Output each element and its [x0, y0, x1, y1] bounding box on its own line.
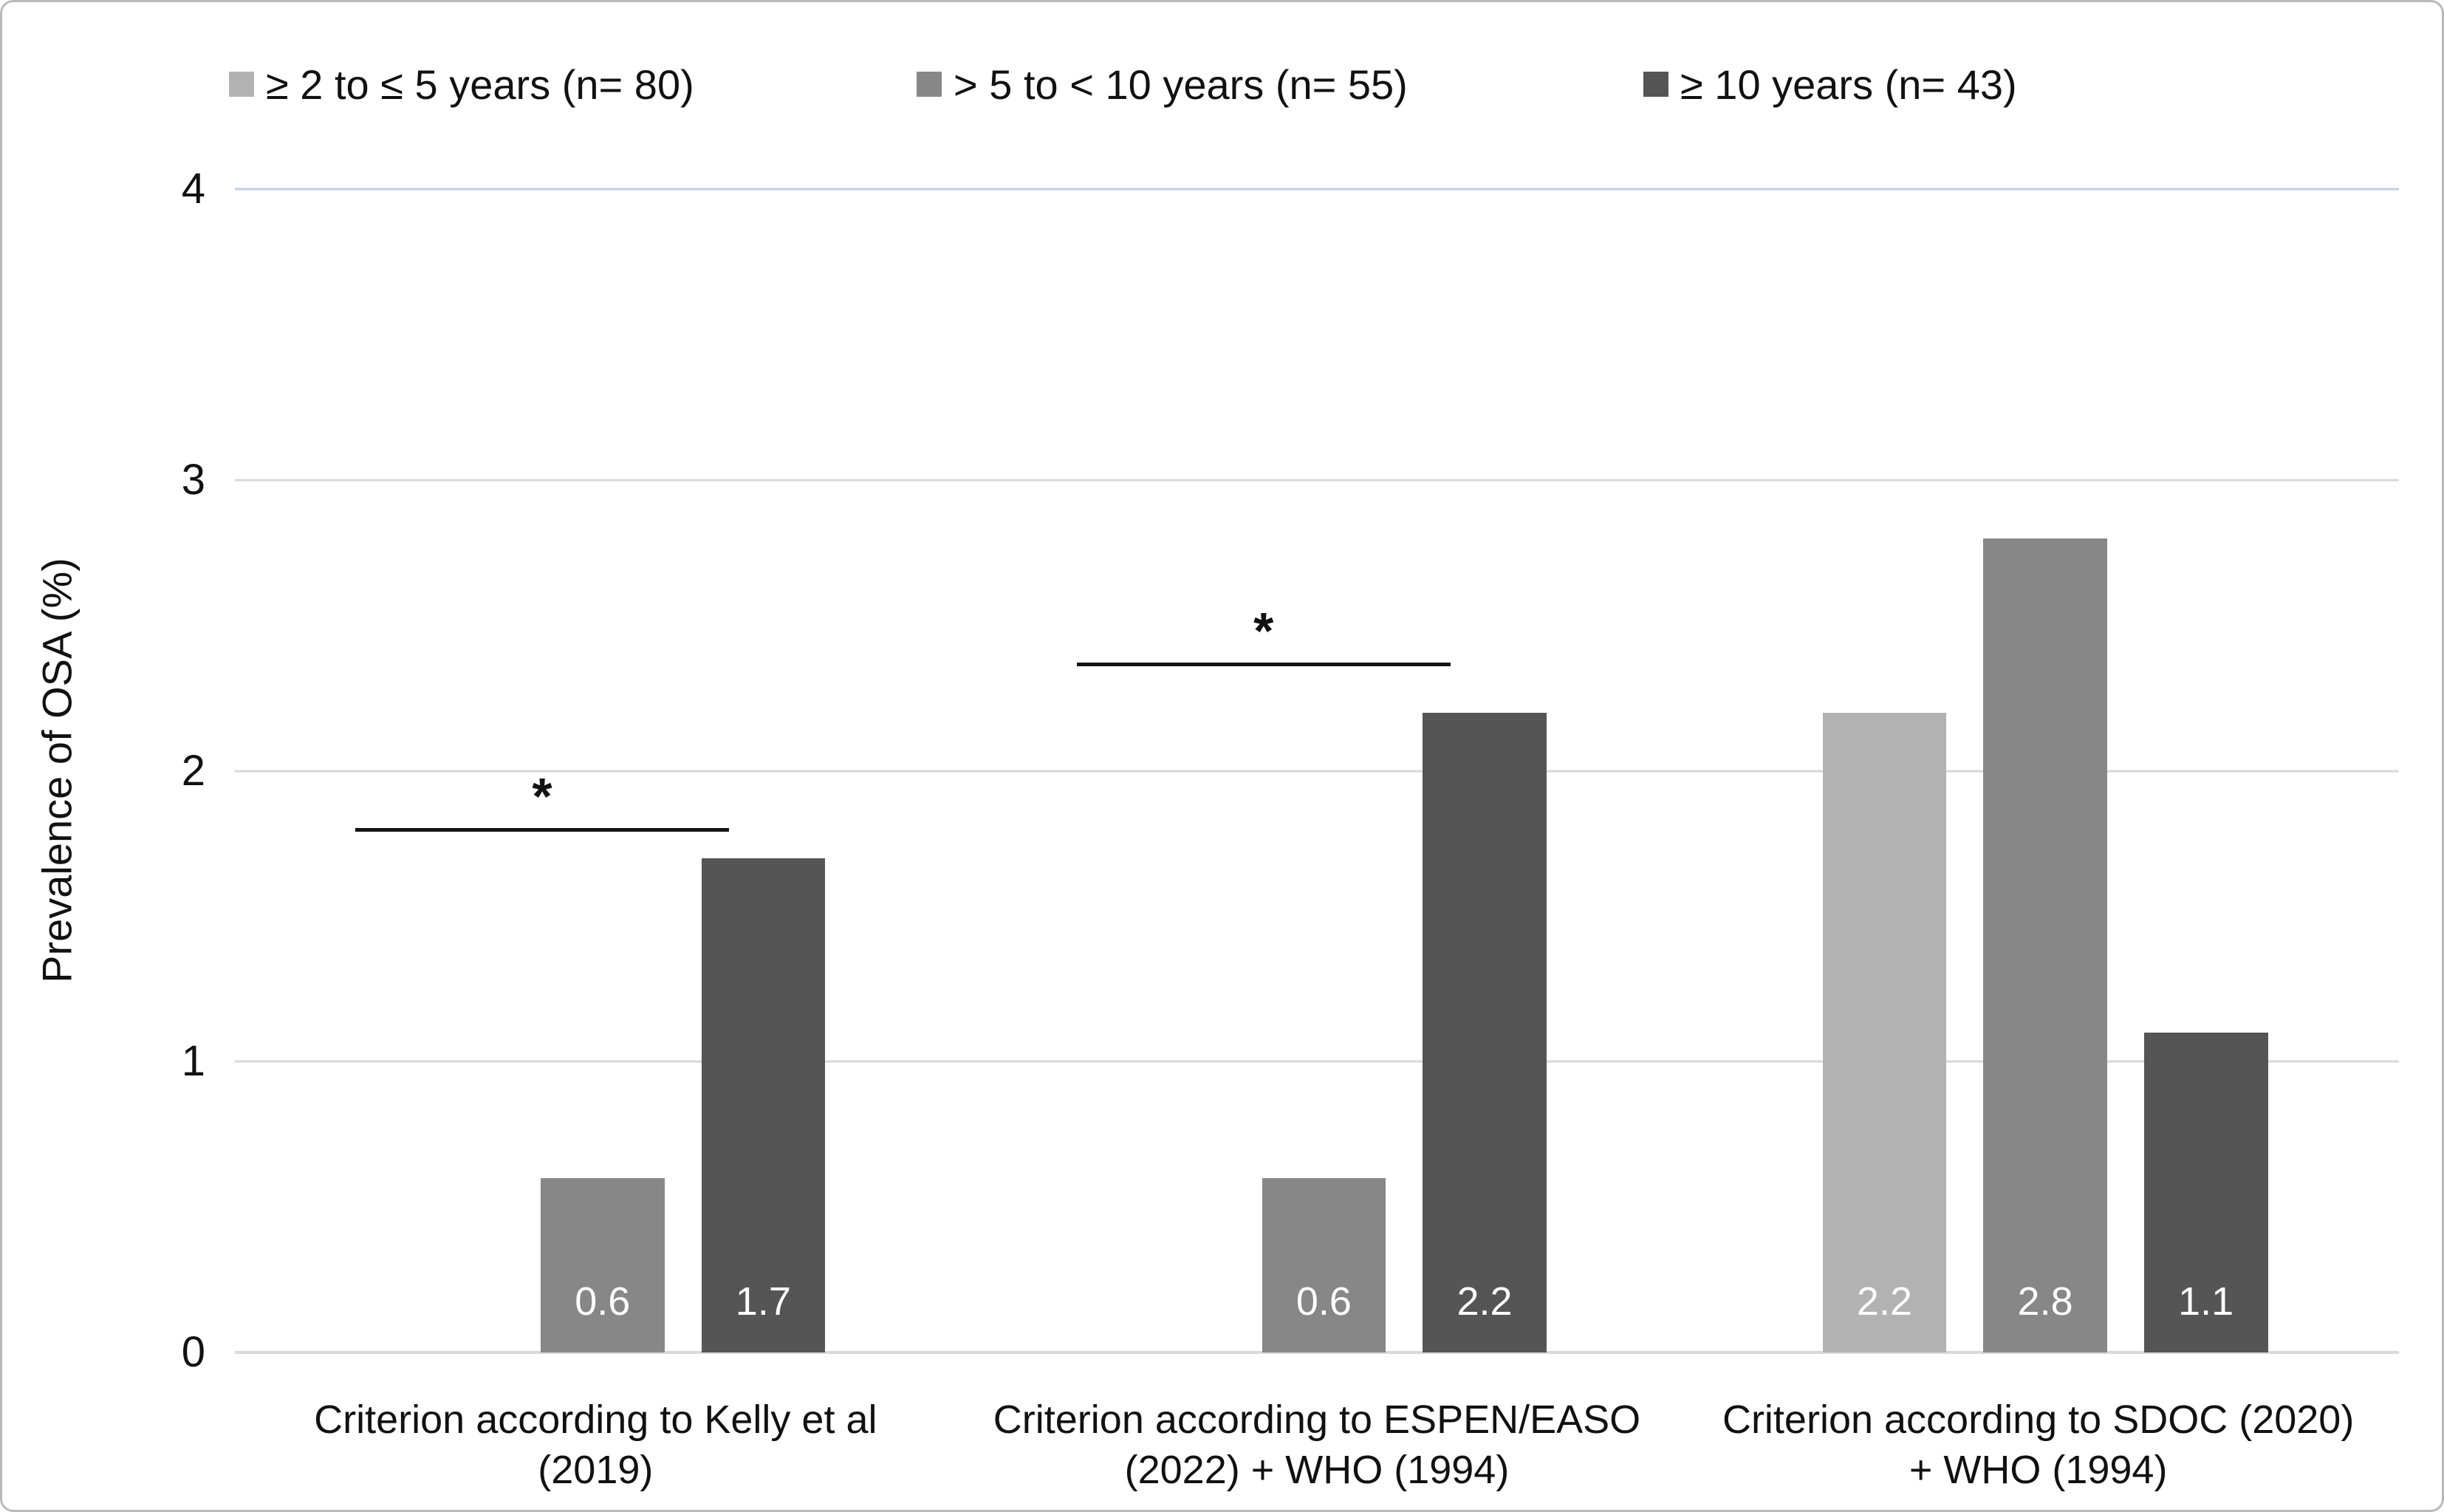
- legend-label-age-2-to-5: ≥ 2 to ≤ 5 years (n= 80): [266, 61, 694, 108]
- x-category-label-3: Criterion according to SDOC (2020) + WHO…: [1722, 1398, 2355, 1492]
- y-tick-label-3: 3: [181, 455, 205, 504]
- bar-value-label: 2.2: [1856, 1279, 1912, 1324]
- legend-swatch-age-2-to-5: [229, 72, 254, 97]
- legend-label-age-10-plus: ≥ 10 years (n= 43): [1680, 61, 2017, 108]
- gridline-y-0: [235, 1351, 2399, 1354]
- legend-label-age-5-to-10: > 5 to < 10 years (n= 55): [954, 61, 1408, 108]
- bar-group2-series2: 0.6: [1262, 1177, 1386, 1352]
- bar-value-label: 0.6: [1295, 1279, 1352, 1324]
- gridline-y-1: [235, 1060, 2399, 1063]
- y-tick-label-1: 1: [181, 1037, 205, 1086]
- significance-asterisk: *: [1253, 601, 1274, 660]
- bar-value-label: 2.2: [1457, 1279, 1513, 1324]
- bar-group1-series2: 0.6: [540, 1177, 665, 1352]
- bar-group3-series3: 1.1: [2143, 1032, 2268, 1352]
- significance-asterisk: *: [532, 767, 552, 826]
- bar-group1-series3: 1.7: [701, 858, 826, 1352]
- plot-area: 0.6 1.7 * 0.6 2.2 * 2.2 2.8 1.1: [235, 188, 2399, 1354]
- x-category-label-2: Criterion according to ESPEN/EASO (2022)…: [993, 1398, 1641, 1492]
- bar-value-label: 1.1: [2178, 1279, 2234, 1324]
- gridline-y-4: [235, 188, 2399, 191]
- significance-line: [1076, 662, 1451, 666]
- gridline-y-2: [235, 770, 2399, 772]
- legend-swatch-age-10-plus: [1643, 72, 1668, 97]
- y-tick-label-4: 4: [181, 165, 205, 213]
- legend-item-age-2-to-5: ≥ 2 to ≤ 5 years (n= 80): [229, 57, 694, 112]
- x-axis-category-labels: Criterion according to Kelly et al (2019…: [235, 1395, 2399, 1495]
- bar-group2-series3: 2.2: [1423, 712, 1547, 1352]
- gridline-y-3: [235, 479, 2399, 482]
- y-tick-label-0: 0: [181, 1328, 205, 1376]
- bar-group-3: 2.2 2.8 1.1: [1677, 189, 2399, 1352]
- bar-group-2: 0.6 2.2 *: [956, 189, 1678, 1352]
- bar-group3-series2: 2.8: [1983, 538, 2107, 1352]
- bar-value-label: 0.6: [575, 1279, 631, 1324]
- legend-swatch-age-5-to-10: [917, 72, 942, 97]
- legend-item-age-5-to-10: > 5 to < 10 years (n= 55): [917, 57, 1408, 112]
- bar-group-1: 0.6 1.7 *: [235, 189, 956, 1352]
- bar-group3-series1: 2.2: [1822, 712, 1947, 1352]
- legend-item-age-10-plus: ≥ 10 years (n= 43): [1643, 57, 2017, 112]
- y-axis-tick-labels: 0 1 2 3 4: [2, 168, 205, 1374]
- x-category-label-1: Criterion according to Kelly et al (2019…: [314, 1398, 877, 1492]
- significance-line: [355, 828, 729, 832]
- bar-value-label: 2.8: [2017, 1279, 2073, 1324]
- bar-value-label: 1.7: [735, 1279, 791, 1324]
- y-tick-label-2: 2: [181, 746, 205, 795]
